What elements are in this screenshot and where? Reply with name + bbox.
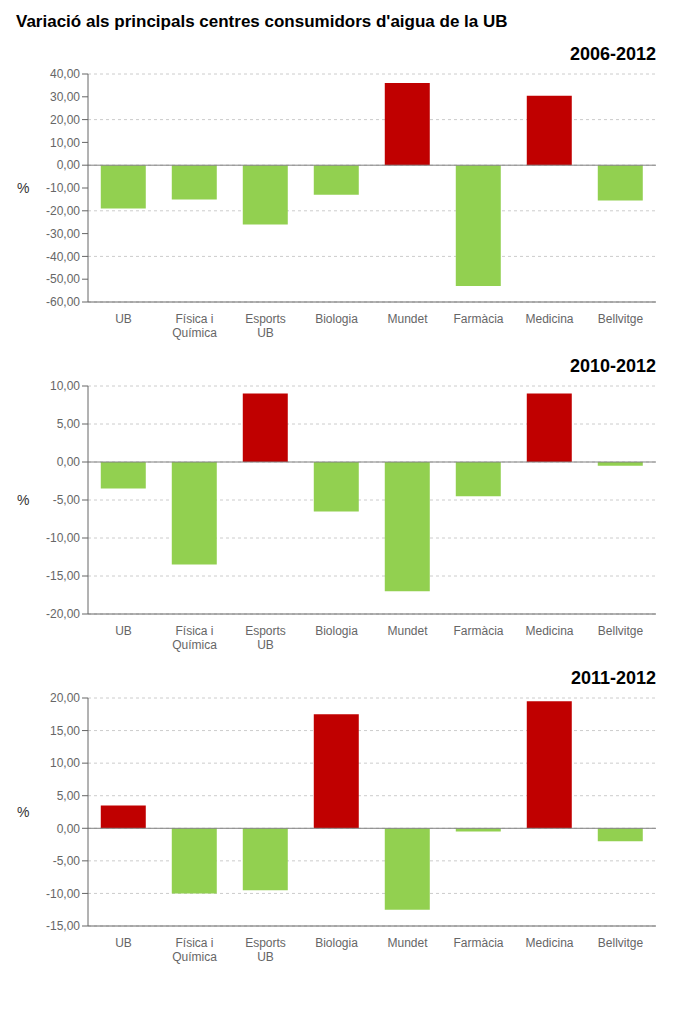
svg-text:-60,00: -60,00: [46, 295, 80, 309]
svg-text:0,00: 0,00: [57, 158, 81, 172]
svg-text:-10,00: -10,00: [46, 887, 80, 901]
svg-text:-15,00: -15,00: [46, 919, 80, 933]
svg-text:20,00: 20,00: [50, 113, 80, 127]
svg-text:UB: UB: [115, 312, 132, 326]
svg-text:Bellvitge: Bellvitge: [598, 624, 644, 638]
svg-text:%: %: [17, 492, 29, 508]
svg-text:Biologia: Biologia: [315, 936, 358, 950]
svg-text:5,00: 5,00: [57, 789, 81, 803]
svg-text:15,00: 15,00: [50, 724, 80, 738]
svg-text:Mundet: Mundet: [387, 936, 428, 950]
svg-text:-50,00: -50,00: [46, 272, 80, 286]
svg-text:-10,00: -10,00: [46, 531, 80, 545]
svg-text:EsportsUB: EsportsUB: [245, 312, 286, 340]
svg-text:Bellvitge: Bellvitge: [598, 312, 644, 326]
svg-text:-5,00: -5,00: [53, 493, 81, 507]
svg-text:Física iQuímica: Física iQuímica: [172, 312, 217, 340]
svg-text:Medicina: Medicina: [525, 312, 573, 326]
svg-text:Farmàcia: Farmàcia: [453, 624, 503, 638]
svg-text:EsportsUB: EsportsUB: [245, 936, 286, 964]
svg-text:0,00: 0,00: [57, 822, 81, 836]
html-text:Variació als principals centre: Variació als principals centres consumid…: [16, 12, 508, 31]
svg-text:%: %: [17, 804, 29, 820]
svg-text:Farmàcia: Farmàcia: [453, 312, 503, 326]
svg-text:-20,00: -20,00: [46, 607, 80, 621]
svg-text:-40,00: -40,00: [46, 250, 80, 264]
svg-text:UB: UB: [115, 936, 132, 950]
svg-text:40,00: 40,00: [50, 67, 80, 81]
svg-text:5,00: 5,00: [57, 417, 81, 431]
svg-text:Farmàcia: Farmàcia: [453, 936, 503, 950]
svg-text:Bellvitge: Bellvitge: [598, 936, 644, 950]
svg-text:-5,00: -5,00: [53, 854, 81, 868]
svg-text:Física iQuímica: Física iQuímica: [172, 936, 217, 964]
svg-text:-20,00: -20,00: [46, 204, 80, 218]
svg-text:EsportsUB: EsportsUB: [245, 624, 286, 652]
svg-text:Biologia: Biologia: [315, 312, 358, 326]
svg-text:Mundet: Mundet: [387, 312, 428, 326]
svg-text:-15,00: -15,00: [46, 569, 80, 583]
svg-text:10,00: 10,00: [50, 756, 80, 770]
svg-text:10,00: 10,00: [50, 136, 80, 150]
svg-text:30,00: 30,00: [50, 90, 80, 104]
html-text:2010-2012: 2010-2012: [569, 356, 656, 376]
svg-text:%: %: [17, 180, 29, 196]
svg-text:Física iQuímica: Física iQuímica: [172, 624, 217, 652]
svg-text:Mundet: Mundet: [387, 624, 428, 638]
svg-text:0,00: 0,00: [57, 455, 81, 469]
html-text:2011-2012: 2011-2012: [570, 668, 656, 688]
svg-text:UB: UB: [115, 624, 132, 638]
svg-text:Biologia: Biologia: [315, 624, 358, 638]
svg-text:Medicina: Medicina: [525, 624, 573, 638]
svg-text:20,00: 20,00: [50, 691, 80, 705]
svg-text:10,00: 10,00: [50, 379, 80, 393]
svg-text:-30,00: -30,00: [46, 227, 80, 241]
svg-text:Medicina: Medicina: [525, 936, 573, 950]
svg-text:-10,00: -10,00: [46, 181, 80, 195]
html-text:2006-2012: 2006-2012: [569, 44, 656, 64]
